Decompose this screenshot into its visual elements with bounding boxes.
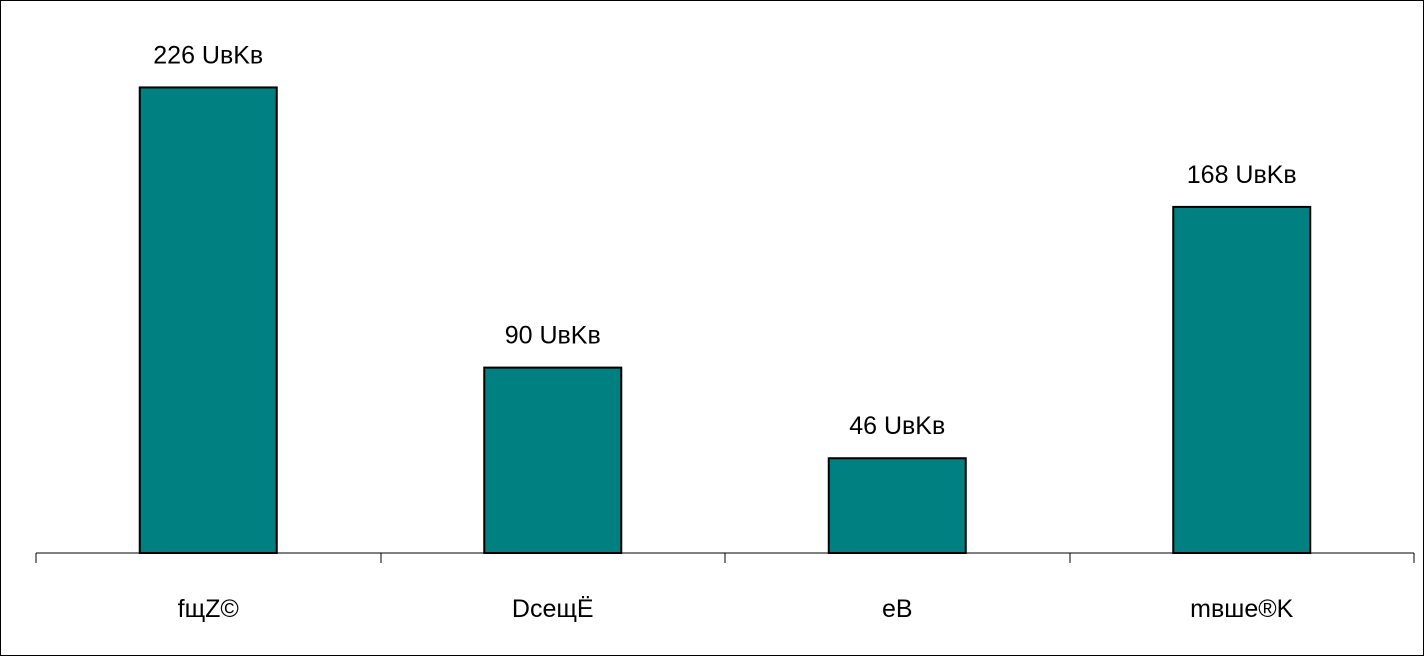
category-label: eB [882,595,913,623]
bar [138,86,278,554]
data-label: 168 UвKв [1187,161,1297,189]
category-labels-layer: fщZ© DceщË eB mвшe®K [178,595,1294,623]
bar [1172,205,1312,554]
category-label: fщZ© [178,595,240,623]
data-labels-layer: 226 UвKв 90 UвKв 46 UвKв 168 UвKв [153,41,1296,440]
bar [827,457,967,554]
data-label: 226 UвKв [153,41,263,69]
data-label: 46 UвKв [849,412,945,440]
data-label: 90 UвKв [505,322,601,350]
bars-layer [138,86,1312,554]
bar [483,366,623,554]
x-axis [35,552,1415,563]
category-label: DceщË [512,595,594,623]
category-label: mвшe®K [1190,595,1293,623]
